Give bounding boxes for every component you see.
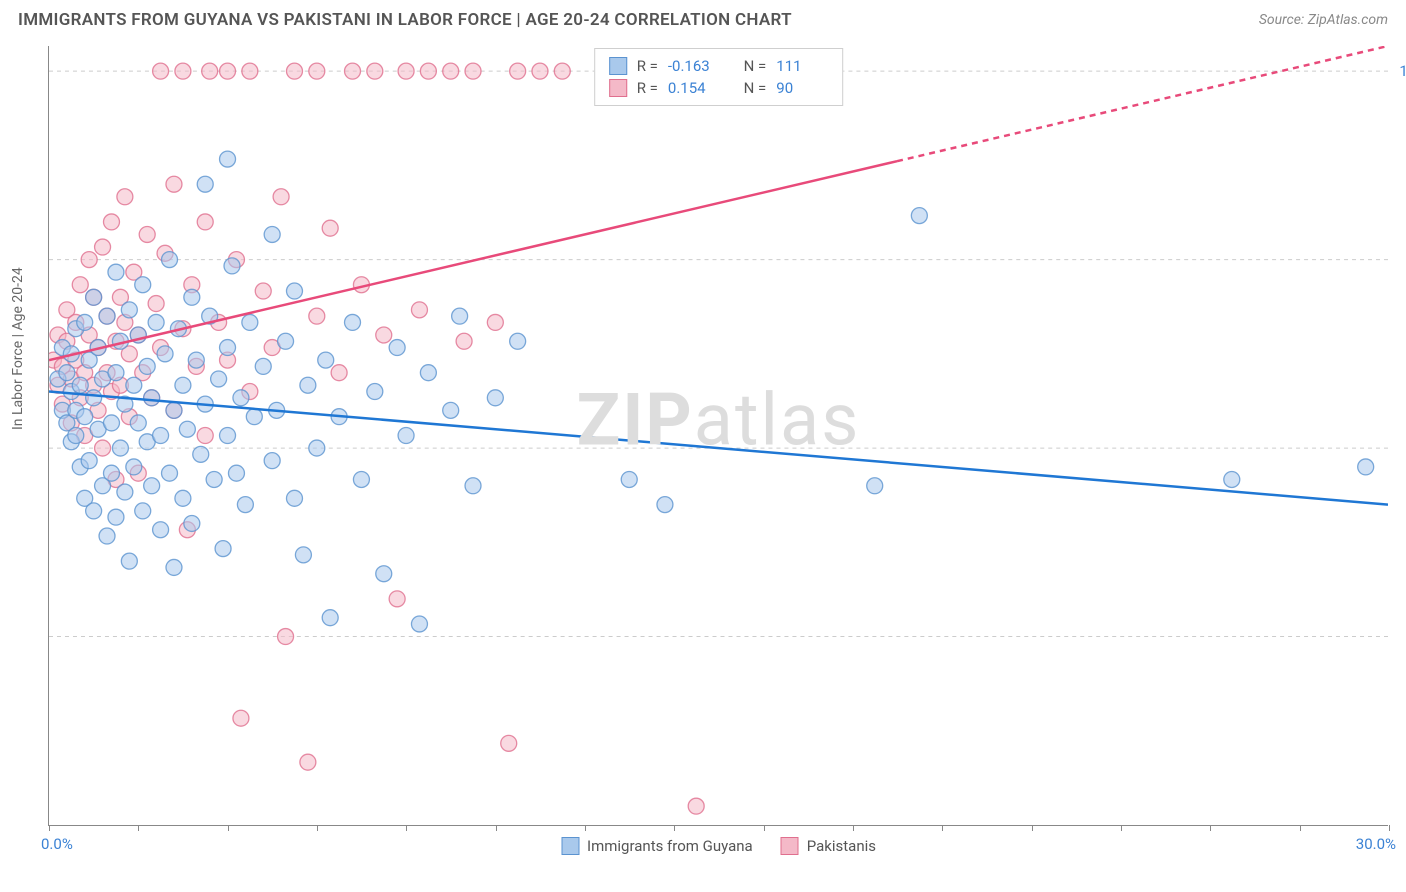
n-value-a: 111: [776, 57, 828, 75]
chart-plot-area: ZIPatlas R = -0.163 N = 111 R = 0.154 N …: [48, 46, 1388, 826]
x-tick: [674, 825, 675, 831]
x-tick: [1032, 825, 1033, 831]
scatter-plot-svg: [49, 46, 1388, 825]
x-tick: [138, 825, 139, 831]
y-tick-label: 100.0%: [1399, 62, 1406, 80]
chart-title: IMMIGRANTS FROM GUYANA VS PAKISTANI IN L…: [18, 10, 792, 30]
x-tick: [585, 825, 586, 831]
r-value-a: -0.163: [668, 57, 720, 75]
x-tick: [49, 825, 50, 831]
legend-row-b: R = 0.154 N = 90: [609, 77, 829, 99]
x-tick: [1300, 825, 1301, 831]
n-label: N =: [744, 79, 767, 97]
x-tick: [228, 825, 229, 831]
series-legend: Immigrants from Guyana Pakistanis: [561, 837, 876, 855]
r-label: R =: [637, 79, 658, 97]
y-axis-label: In Labor Force | Age 20-24: [10, 267, 26, 430]
x-tick: [406, 825, 407, 831]
x-tick: [1210, 825, 1211, 831]
legend-item-b: Pakistanis: [781, 837, 876, 855]
legend-label-a: Immigrants from Guyana: [587, 837, 753, 855]
swatch-series-b: [781, 837, 799, 855]
swatch-series-b: [609, 79, 627, 97]
swatch-series-a: [609, 57, 627, 75]
swatch-series-a: [561, 837, 579, 855]
legend-item-a: Immigrants from Guyana: [561, 837, 753, 855]
r-label: R =: [637, 57, 658, 75]
x-tick: [317, 825, 318, 831]
x-tick: [764, 825, 765, 831]
legend-row-a: R = -0.163 N = 111: [609, 55, 829, 77]
x-tick: [1389, 825, 1390, 831]
correlation-legend-box: R = -0.163 N = 111 R = 0.154 N = 90: [594, 48, 844, 106]
x-tick: [496, 825, 497, 831]
x-tick: [853, 825, 854, 831]
x-tick: [942, 825, 943, 831]
n-value-b: 90: [776, 79, 828, 97]
r-value-b: 0.154: [668, 79, 720, 97]
x-axis-max-label: 30.0%: [1356, 835, 1396, 853]
x-axis-min-label: 0.0%: [41, 835, 73, 853]
source-attribution: Source: ZipAtlas.com: [1259, 12, 1388, 28]
n-label: N =: [744, 57, 767, 75]
x-tick: [1121, 825, 1122, 831]
legend-label-b: Pakistanis: [807, 837, 876, 855]
